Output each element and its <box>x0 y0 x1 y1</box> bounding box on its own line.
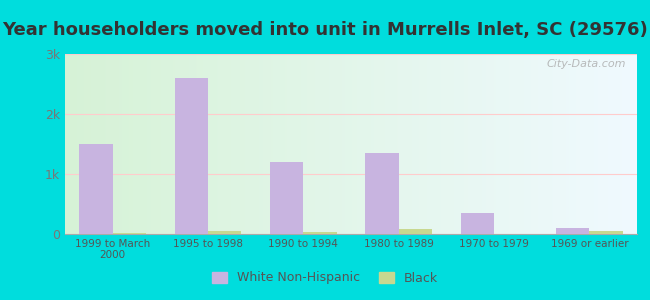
Bar <box>461 213 494 234</box>
Bar <box>79 144 112 234</box>
Legend: White Non-Hispanic, Black: White Non-Hispanic, Black <box>206 265 444 291</box>
Bar <box>556 228 590 234</box>
Bar <box>208 231 241 234</box>
Bar <box>175 78 208 234</box>
Bar <box>398 229 432 234</box>
Bar <box>304 232 337 234</box>
Text: City-Data.com: City-Data.com <box>546 59 625 69</box>
Bar <box>590 231 623 234</box>
Bar <box>365 153 398 234</box>
Bar <box>112 233 146 234</box>
Bar <box>270 162 304 234</box>
Text: Year householders moved into unit in Murrells Inlet, SC (29576): Year householders moved into unit in Mur… <box>2 21 648 39</box>
